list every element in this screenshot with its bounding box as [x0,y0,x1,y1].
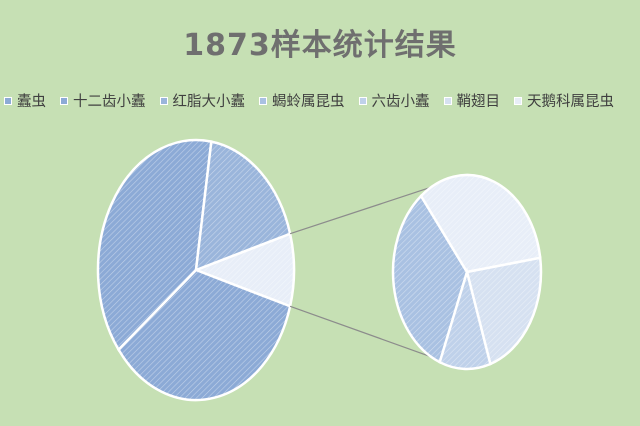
pie-slice [194,140,292,272]
legend-item: 蝎蛉属昆虫 [259,90,345,111]
legend-item: 天鹅科属昆虫 [514,90,614,111]
legend: 蠹虫 十二齿小蠹 红脂大小蠹 蝎蛉属昆虫 六齿小蠹 鞘翅目 天鹅科属昆虫 [4,90,640,111]
legend-label: 蠹虫 [17,94,46,110]
secondary-pie-slice [438,267,492,371]
connector-line [289,187,431,235]
pie-slice [96,138,213,352]
legend-swatch [358,96,367,105]
secondary-pie-slice [465,256,543,366]
chart-title: 1873样本统计结果 [183,28,457,63]
legend-item: 六齿小蠹 [358,90,430,111]
legend-item: 蠹虫 [4,90,46,111]
legend-label: 鞘翅目 [456,94,501,110]
legend-label: 天鹅科属昆虫 [527,94,614,110]
legend-label: 十二齿小蠹 [73,94,146,110]
legend-swatch [4,96,12,105]
legend-item: 红脂大小蠹 [159,90,246,111]
legend-label: 六齿小蠹 [371,94,430,110]
legend-item: 鞘翅目 [443,90,501,111]
legend-swatch [259,96,267,105]
legend-swatch [60,96,68,105]
legend-item: 十二齿小蠹 [60,90,146,111]
pie-slice [117,268,292,402]
secondary-pie-slice [391,193,469,364]
legend-swatch [159,96,168,105]
legend-label: 红脂大小蠹 [172,94,246,110]
legend-swatch [514,96,522,105]
secondary-pie-slice [419,173,542,274]
legend-label: 蝎蛉属昆虫 [272,94,345,110]
connector-line [289,305,431,357]
legend-swatch [443,96,452,105]
